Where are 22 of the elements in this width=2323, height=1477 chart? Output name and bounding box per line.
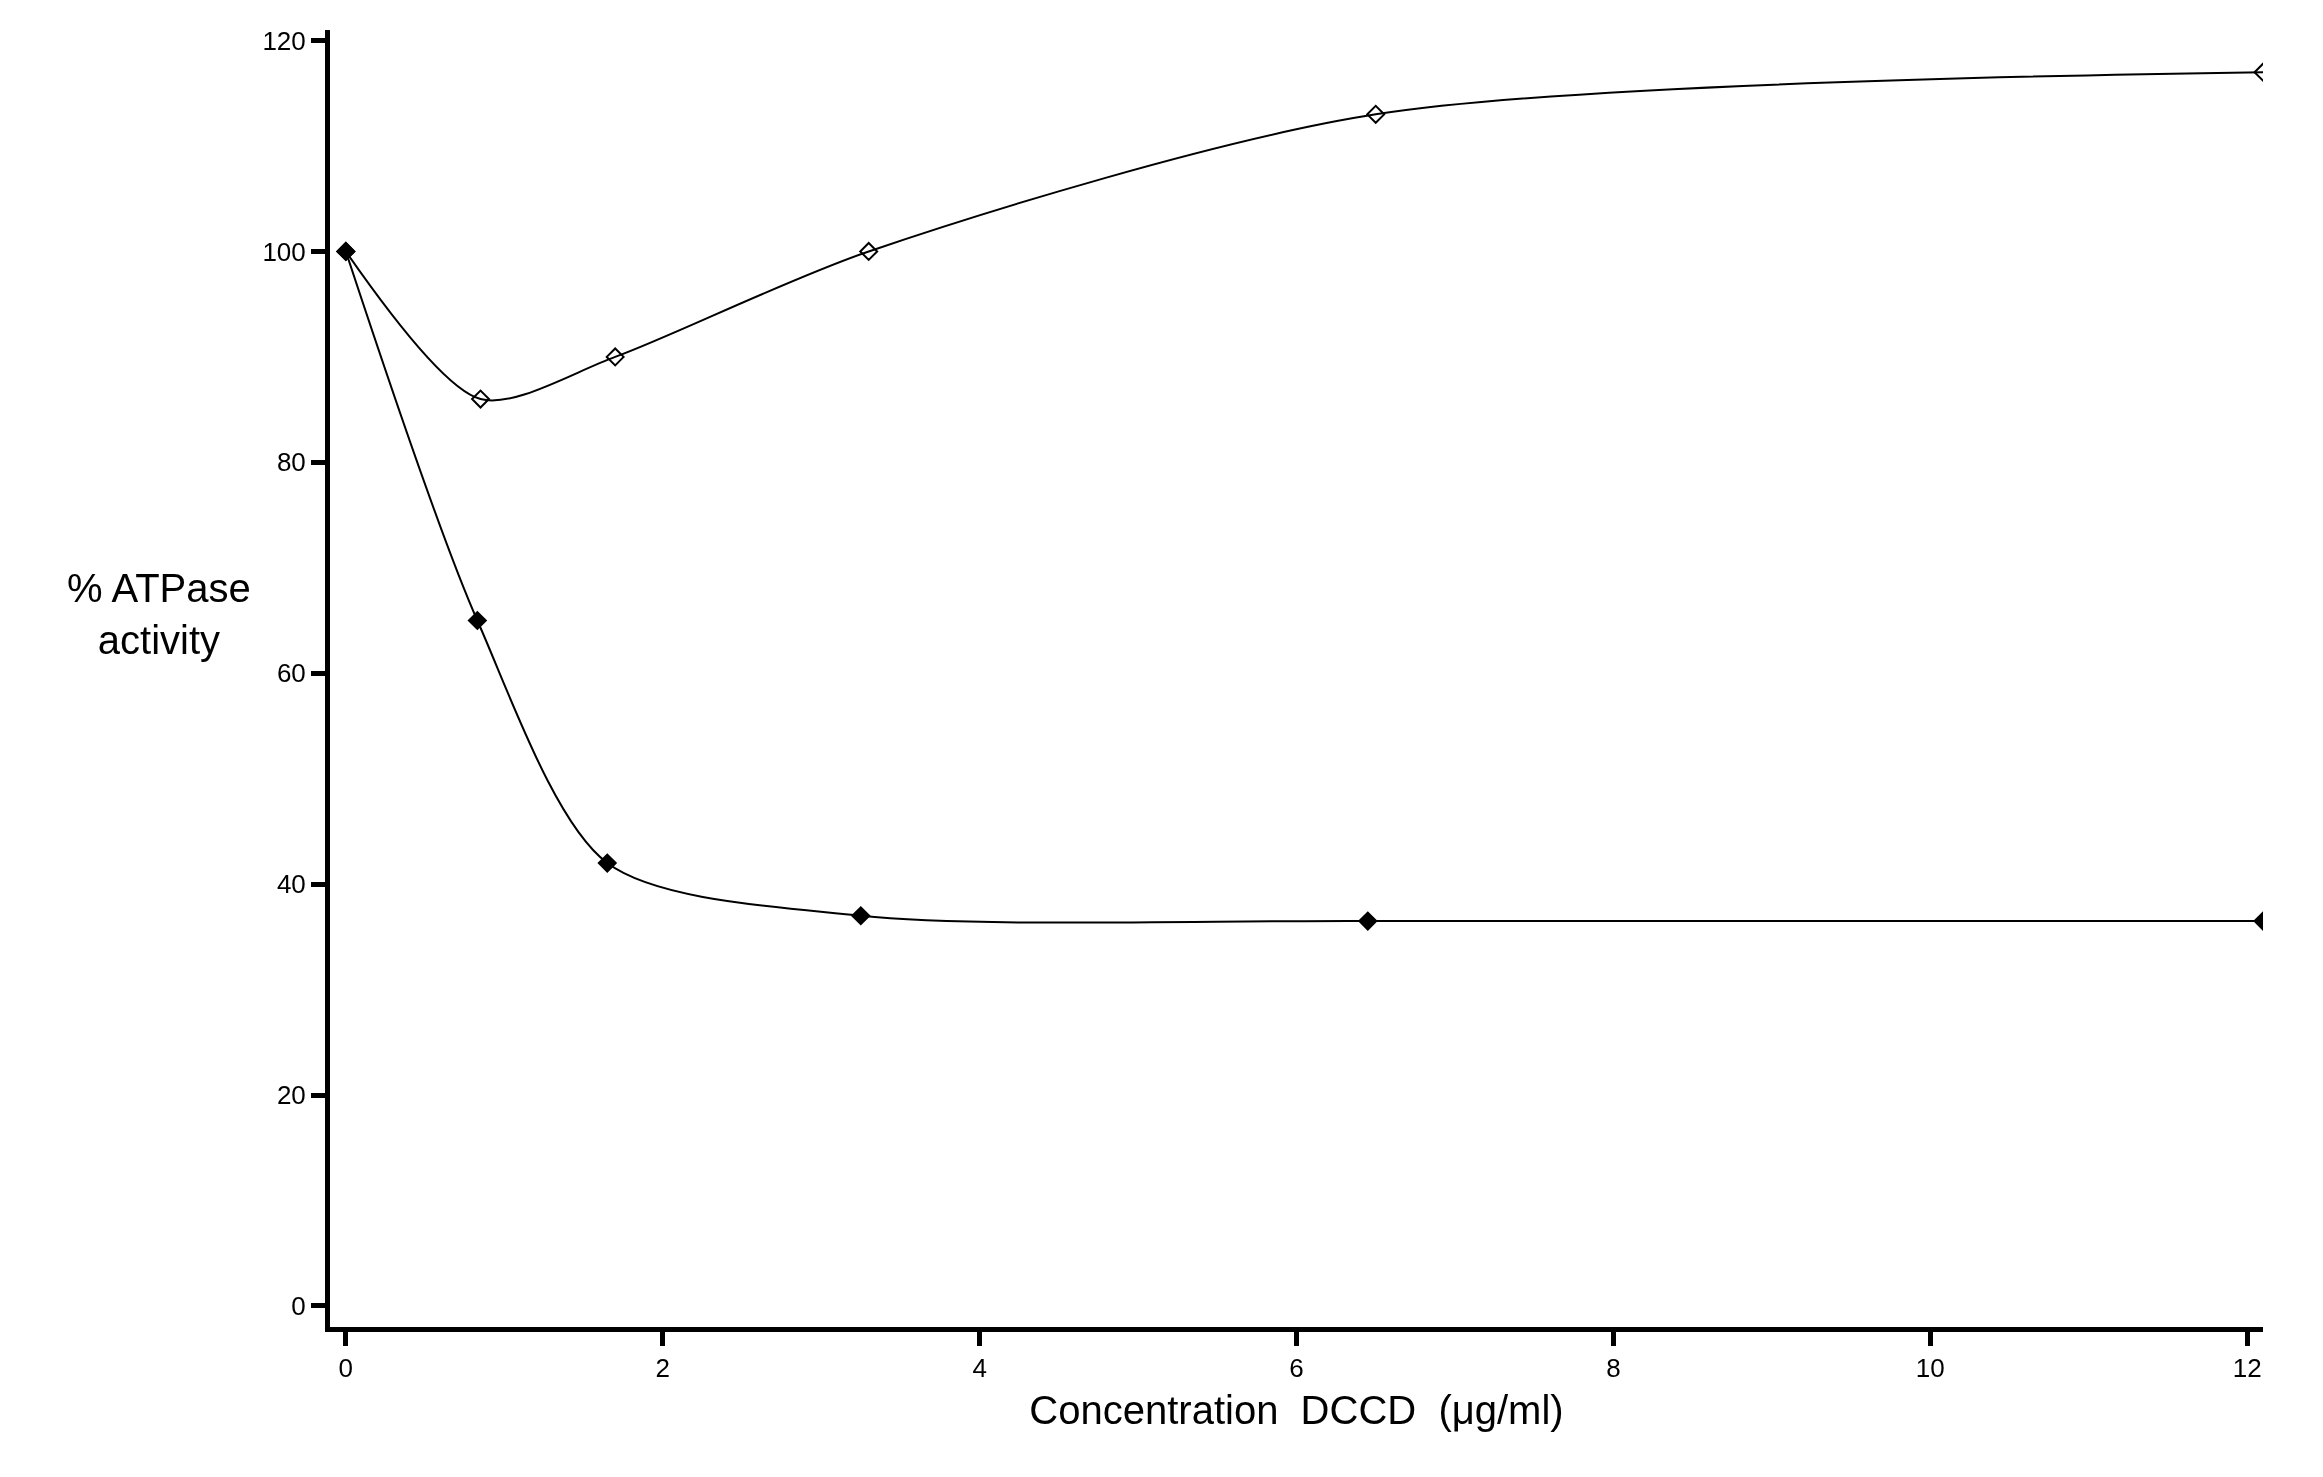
point bbox=[859, 241, 879, 261]
x-tick-label: 6 bbox=[1289, 1353, 1304, 1384]
point bbox=[605, 347, 625, 367]
x-tick-label: 10 bbox=[1915, 1353, 1945, 1384]
y-tick-label: 60 bbox=[276, 658, 306, 689]
y-tick-label: 20 bbox=[276, 1080, 306, 1111]
y-tick-label: 100 bbox=[262, 236, 306, 267]
point bbox=[467, 611, 487, 630]
point bbox=[597, 853, 617, 873]
x-tick-label: 0 bbox=[338, 1353, 354, 1384]
y-axis-title: % ATPase activity bbox=[67, 566, 251, 662]
x-axis-title: Concentration DCCD (μg/ml) bbox=[1029, 1387, 1564, 1432]
y-tick-label: 40 bbox=[276, 869, 306, 900]
x-tick-label: 8 bbox=[1606, 1353, 1621, 1384]
x-tick-label: 12 bbox=[2232, 1353, 2262, 1384]
y-tick-label: 80 bbox=[276, 447, 306, 478]
x-tick-label: 4 bbox=[972, 1353, 987, 1384]
y-tick-label: 0 bbox=[291, 1291, 306, 1322]
point bbox=[851, 906, 871, 926]
y-tick-label: 120 bbox=[262, 25, 306, 56]
x-tick-label: 2 bbox=[655, 1353, 670, 1384]
point bbox=[471, 389, 490, 409]
